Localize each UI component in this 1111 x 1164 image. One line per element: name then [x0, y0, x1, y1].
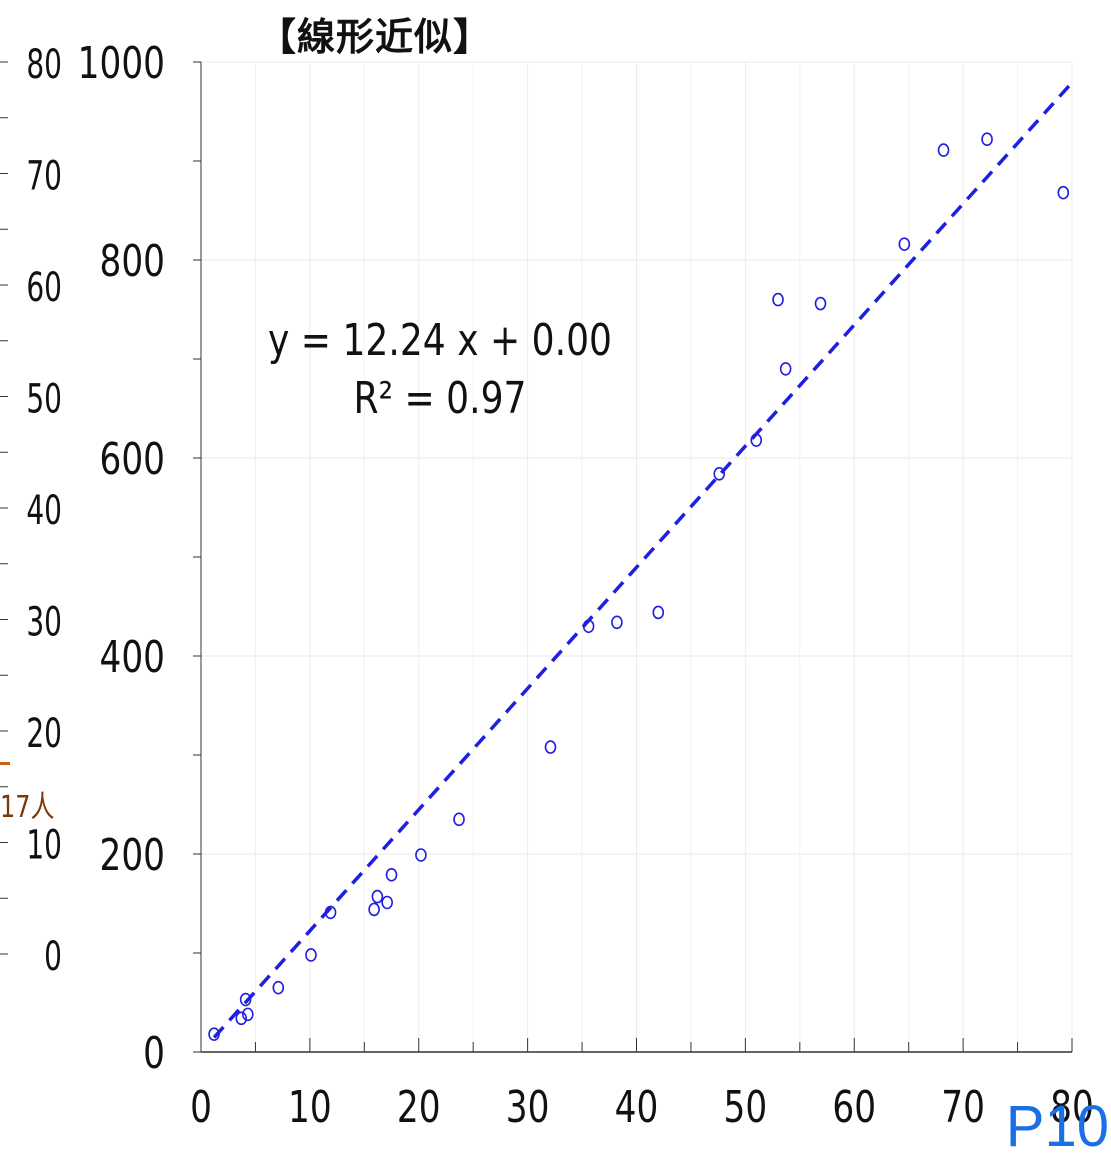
left-axis-tick-label: 70	[26, 154, 62, 200]
data-point	[582, 619, 595, 634]
left-axis-tick-label: 50	[26, 377, 62, 423]
trendline-equation-label: y = 12.24 x + 0.00	[268, 316, 612, 366]
data-point	[898, 237, 911, 251]
left-axis-tick-label: 30	[26, 600, 62, 646]
x-tick-label: 50	[724, 1082, 768, 1133]
data-point	[208, 1027, 220, 1041]
y-tick-label: 400	[100, 632, 165, 683]
data-point	[368, 902, 380, 917]
data-point	[235, 1011, 248, 1026]
data-point	[371, 889, 384, 904]
data-point	[981, 132, 993, 147]
data-point	[937, 143, 950, 157]
y-tick-label: 1000	[78, 38, 165, 89]
data-point	[713, 467, 726, 481]
data-point	[453, 812, 465, 827]
data-point	[772, 292, 784, 307]
left-axis-tick-label: 20	[26, 711, 62, 757]
trendline	[212, 81, 1074, 1039]
data-point	[1057, 185, 1070, 200]
x-tick-label: 20	[397, 1082, 441, 1133]
chart-title: 【線形近似】	[258, 15, 493, 59]
x-tick-label: 80	[1050, 1082, 1094, 1133]
data-point	[652, 605, 665, 620]
x-tick-label: 40	[615, 1082, 659, 1133]
data-point	[324, 905, 337, 920]
x-tick-label: 0	[190, 1082, 212, 1133]
data-point	[239, 992, 252, 1007]
x-tick-label: 70	[941, 1082, 985, 1133]
data-point	[544, 740, 557, 754]
left-chart-label-fragment: 17人	[0, 790, 55, 825]
y-tick-label: 0	[143, 1028, 165, 1079]
data-point	[305, 948, 317, 962]
data-point	[611, 615, 623, 630]
x-tick-label: 10	[288, 1082, 332, 1133]
data-point	[272, 980, 285, 995]
data-point	[381, 895, 393, 910]
left-axis-tick-label: 60	[26, 265, 62, 311]
left-axis-tick-label: 10	[26, 823, 62, 869]
page-number: P10	[1005, 1094, 1109, 1159]
data-point	[779, 362, 792, 376]
left-axis-tick-label: 80	[26, 42, 62, 88]
data-point	[415, 848, 427, 862]
x-tick-label: 30	[506, 1082, 550, 1133]
y-tick-label: 200	[100, 830, 165, 881]
data-point	[750, 433, 763, 447]
trendline-r2-label: R² = 0.97	[354, 374, 527, 424]
x-tick-label: 60	[832, 1082, 876, 1133]
data-point	[242, 1007, 254, 1022]
y-tick-label: 800	[100, 236, 165, 287]
data-point	[814, 296, 827, 311]
left-axis-tick-label: 40	[26, 488, 62, 534]
left-axis-tick-label: 0	[44, 934, 62, 980]
y-tick-label: 600	[100, 434, 165, 485]
left-chart-dash-fragment	[0, 762, 10, 765]
data-point	[385, 867, 398, 882]
